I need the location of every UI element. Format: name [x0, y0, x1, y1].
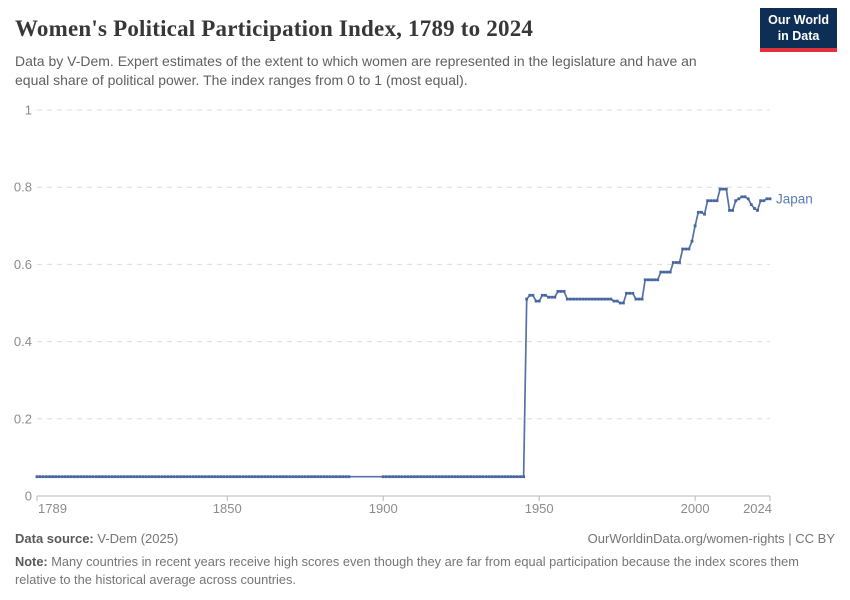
data-source-label: Data source:: [15, 531, 94, 546]
svg-text:0: 0: [25, 489, 32, 504]
citation-link[interactable]: OurWorldinData.org/women-rights | CC BY: [587, 531, 835, 546]
svg-text:1950: 1950: [525, 501, 554, 516]
data-source-text: Data source: V-Dem (2025): [15, 531, 178, 546]
footer-note: Note: Many countries in recent years rec…: [15, 553, 827, 588]
owid-logo-line1: Our World: [768, 13, 829, 27]
series-label-japan: Japan: [776, 191, 813, 206]
owid-logo[interactable]: Our World in Data: [760, 8, 837, 53]
svg-text:0.6: 0.6: [14, 257, 32, 272]
footer-source-row: Data source: V-Dem (2025) OurWorldinData…: [15, 531, 835, 546]
page-title: Women's Political Participation Index, 1…: [15, 16, 534, 41]
series-line-japan: [37, 188, 770, 478]
svg-text:0.2: 0.2: [14, 411, 32, 426]
note-label: Note:: [15, 554, 48, 569]
svg-text:1900: 1900: [369, 501, 398, 516]
svg-text:1850: 1850: [213, 501, 242, 516]
chart-subtitle: Data by V-Dem. Expert estimates of the e…: [15, 53, 697, 89]
line-chart-canvas[interactable]: 0 0.2 0.4 0.6 0.8 1 1789 1850 1900 1950 2000 2024 Ja…: [0, 95, 850, 525]
svg-text:2024: 2024: [743, 501, 772, 516]
svg-text:1: 1: [25, 103, 32, 118]
svg-text:0.4: 0.4: [14, 334, 32, 349]
svg-text:2000: 2000: [681, 501, 710, 516]
svg-text:1789: 1789: [38, 501, 67, 516]
svg-text:0.8: 0.8: [14, 180, 32, 195]
owid-logo-line2: in Data: [777, 28, 820, 43]
note-text: Many countries in recent years receive h…: [15, 554, 799, 587]
data-source-value: V-Dem (2025): [93, 531, 179, 546]
